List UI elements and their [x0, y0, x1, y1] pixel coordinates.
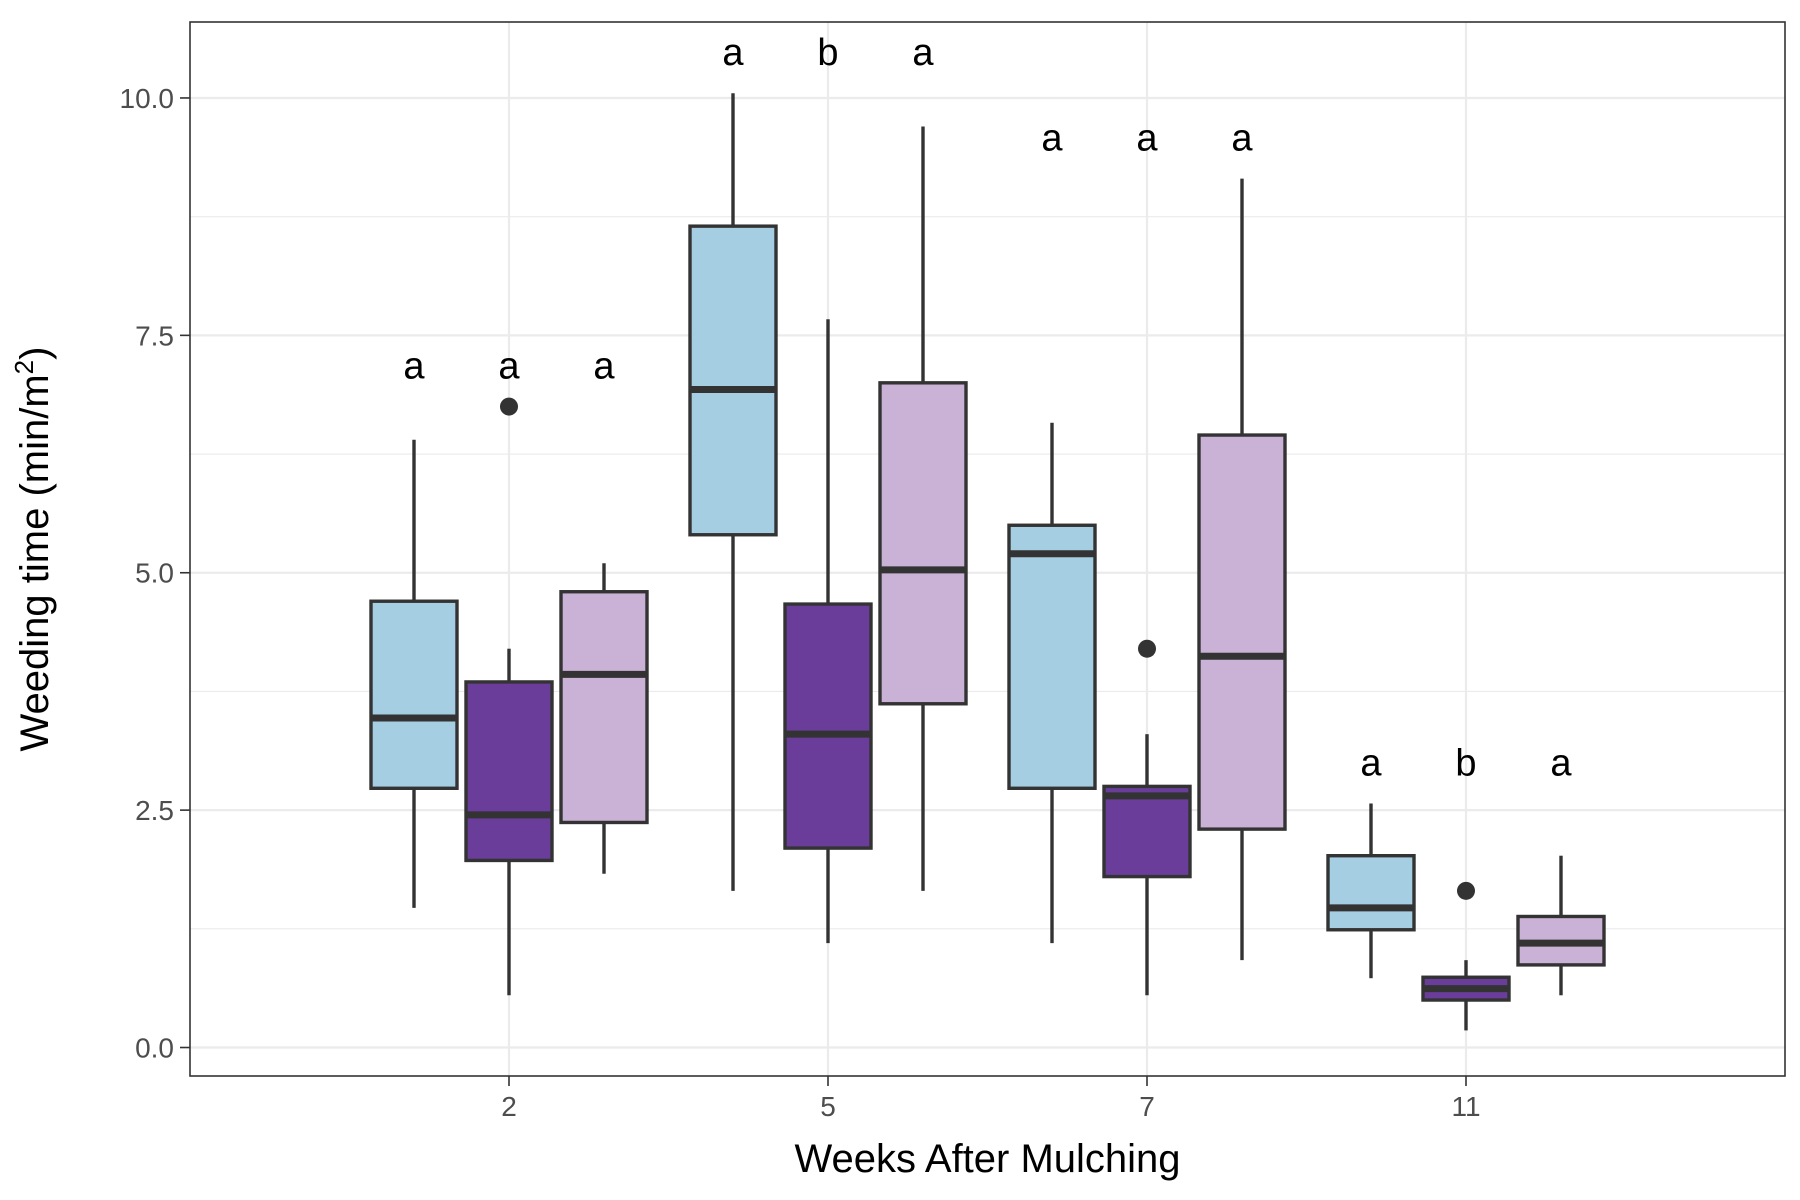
- box: [464, 680, 554, 863]
- significance-letter: a: [498, 346, 520, 388]
- significance-letter: a: [1231, 118, 1253, 160]
- y-tick-label: 7.5: [135, 320, 174, 351]
- significance-letter: b: [817, 32, 838, 74]
- significance-letter: a: [1550, 742, 1572, 784]
- y-axis-title: Weeding time (min/m2): [9, 347, 57, 752]
- box: [783, 602, 873, 850]
- axes: 0.0 2.5 5.0 7.5 10.0 2 5 7 11: [120, 83, 1481, 1122]
- box: [688, 224, 778, 537]
- significance-letters: a a a a b a a a a a b a: [403, 32, 1572, 784]
- box: [1197, 433, 1287, 831]
- significance-letter: a: [403, 346, 425, 388]
- outlier-point: [1457, 881, 1475, 900]
- box: [1102, 784, 1192, 879]
- x-axis-title: Weeks After Mulching: [794, 1137, 1180, 1181]
- y-tick-label: 2.5: [135, 795, 174, 826]
- significance-letter: a: [1360, 742, 1382, 784]
- x-tick-label: 11: [1451, 1091, 1480, 1122]
- box-layer: [369, 93, 1606, 1031]
- significance-letter: a: [1136, 118, 1158, 160]
- significance-letter: a: [912, 32, 934, 74]
- significance-letter: a: [722, 32, 744, 74]
- significance-letter: a: [1041, 118, 1063, 160]
- significance-letter: a: [593, 346, 615, 388]
- y-tick-label: 5.0: [135, 558, 174, 589]
- outlier-point: [1138, 639, 1156, 658]
- box: [878, 381, 968, 706]
- significance-letter: b: [1455, 742, 1476, 784]
- x-tick-label: 5: [820, 1091, 836, 1122]
- y-axis-title-close: ): [13, 347, 57, 360]
- box: [559, 590, 649, 825]
- box: [369, 599, 459, 790]
- x-tick-label: 2: [501, 1091, 517, 1122]
- box: [1326, 854, 1416, 932]
- y-tick-label: 0.0: [135, 1033, 174, 1064]
- y-axis-title-main: Weeding time (min/m: [13, 374, 57, 751]
- x-tick-label: 7: [1139, 1091, 1155, 1122]
- y-axis-title-superscript: 2: [9, 360, 39, 374]
- outlier-point: [500, 397, 518, 416]
- y-tick-label: 10.0: [120, 83, 175, 114]
- box: [1007, 523, 1097, 790]
- panel-border: [189, 21, 1786, 1077]
